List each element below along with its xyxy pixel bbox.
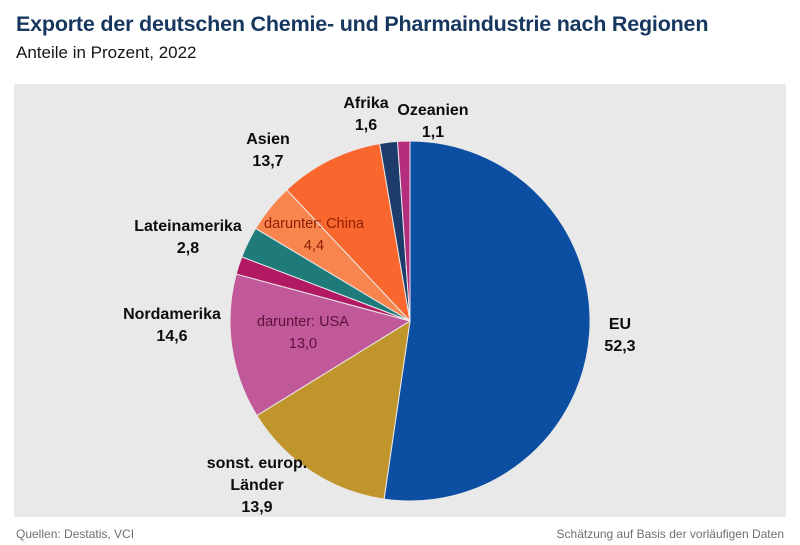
pie-slice-asien-rest [286,143,411,322]
estimate-note: Schätzung auf Basis der vorläufigen Date… [556,527,784,541]
region-label-sonst-europ-laender: sonst. europ. Länder 13,9 [206,455,308,516]
region-label-nordamerika: Nordamerika 14,6 [123,306,221,345]
page-title: Exporte der deutschen Chemie- und Pharma… [16,12,709,36]
inner-label-china: darunter: China 4,4 [264,216,364,254]
pie-slice-ozeanien [397,140,411,322]
region-label-asien: Asien 13,7 [246,131,290,170]
pie-slice-sonst-europ-laender [256,320,411,500]
region-label-lateinamerika: Lateinamerika 2,8 [134,218,242,257]
region-label-afrika: Afrika 1,6 [343,95,389,134]
region-label-ozeanien: Ozeanien 1,1 [397,102,469,141]
pie-slice-eu [383,140,591,502]
pie-chart [229,140,591,502]
pie-slice-usa [229,273,411,417]
page-subtitle: Anteile in Prozent, 2022 [16,43,197,62]
region-label-eu: EU 52,3 [604,316,636,355]
inner-label-usa: darunter: USA 13,0 [257,314,349,352]
chart-panel: EU 52,3 sonst. europ. Länder 13,9 darunter: U… [14,84,786,517]
source-note: Quellen: Destatis, VCI [16,527,135,541]
